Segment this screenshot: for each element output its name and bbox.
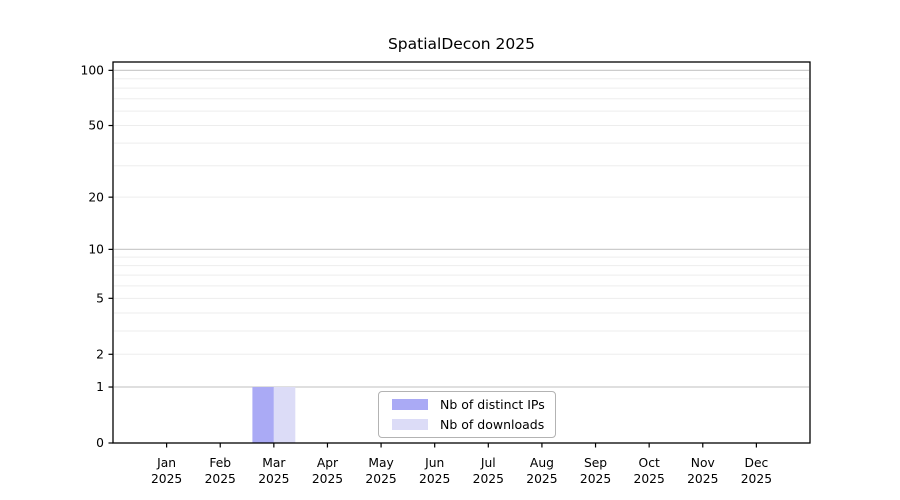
legend-swatch-distinct-ips (392, 398, 428, 410)
legend-label-distinct-ips: Nb of distinct IPs (440, 396, 545, 412)
x-tick-label-month: Aug (530, 456, 554, 470)
bar-mar-downloads (273, 387, 296, 443)
x-tick-label-month: Jul (480, 456, 496, 470)
x-tick-label-year: 2025 (419, 472, 450, 486)
legend-swatch-downloads (392, 419, 428, 431)
y-tick-label: 20 (88, 190, 104, 204)
x-tick-label-month: Jan (156, 456, 176, 470)
y-tick-label: 2 (96, 347, 104, 361)
y-tick-label: 100 (81, 64, 104, 78)
x-tick-label-month: Feb (209, 456, 231, 470)
x-tick-label-month: May (368, 456, 393, 470)
x-tick-label-year: 2025 (365, 472, 396, 486)
y-tick-label: 50 (88, 119, 104, 133)
legend: Nb of distinct IPs Nb of downloads (378, 391, 556, 438)
y-tick-label: 1 (96, 380, 104, 394)
x-tick-label-month: Jun (424, 456, 444, 470)
x-tick-label-year: 2025 (312, 472, 343, 486)
chart-title: SpatialDecon 2025 (387, 35, 536, 53)
x-tick-label-month: Sep (584, 456, 607, 470)
x-tick-label-year: 2025 (526, 472, 557, 486)
legend-item-distinct-ips: Nb of distinct IPs (392, 396, 555, 412)
x-tick-label-month: Apr (317, 456, 339, 470)
x-tick-label-year: 2025 (205, 472, 236, 486)
x-tick-label-year: 2025 (473, 472, 504, 486)
x-tick-label-month: Oct (639, 456, 660, 470)
x-tick-label-month: Dec (744, 456, 768, 470)
x-tick-label-month: Mar (262, 456, 286, 470)
x-tick-label-year: 2025 (741, 472, 772, 486)
x-tick-label-year: 2025 (151, 472, 182, 486)
y-tick-label: 5 (96, 292, 104, 306)
plot-frame (112, 61, 811, 444)
legend-label-downloads: Nb of downloads (440, 417, 545, 433)
x-tick-label-year: 2025 (634, 472, 665, 486)
y-tick-label: 10 (88, 243, 104, 257)
y-tick-label: 0 (96, 436, 104, 450)
bar-mar-distinct-ips (252, 387, 274, 443)
x-tick-label-year: 2025 (258, 472, 289, 486)
x-tick-label-month: Nov (691, 456, 715, 470)
x-tick-label-year: 2025 (580, 472, 611, 486)
legend-item-downloads: Nb of downloads (392, 417, 555, 433)
x-tick-label-year: 2025 (687, 472, 718, 486)
